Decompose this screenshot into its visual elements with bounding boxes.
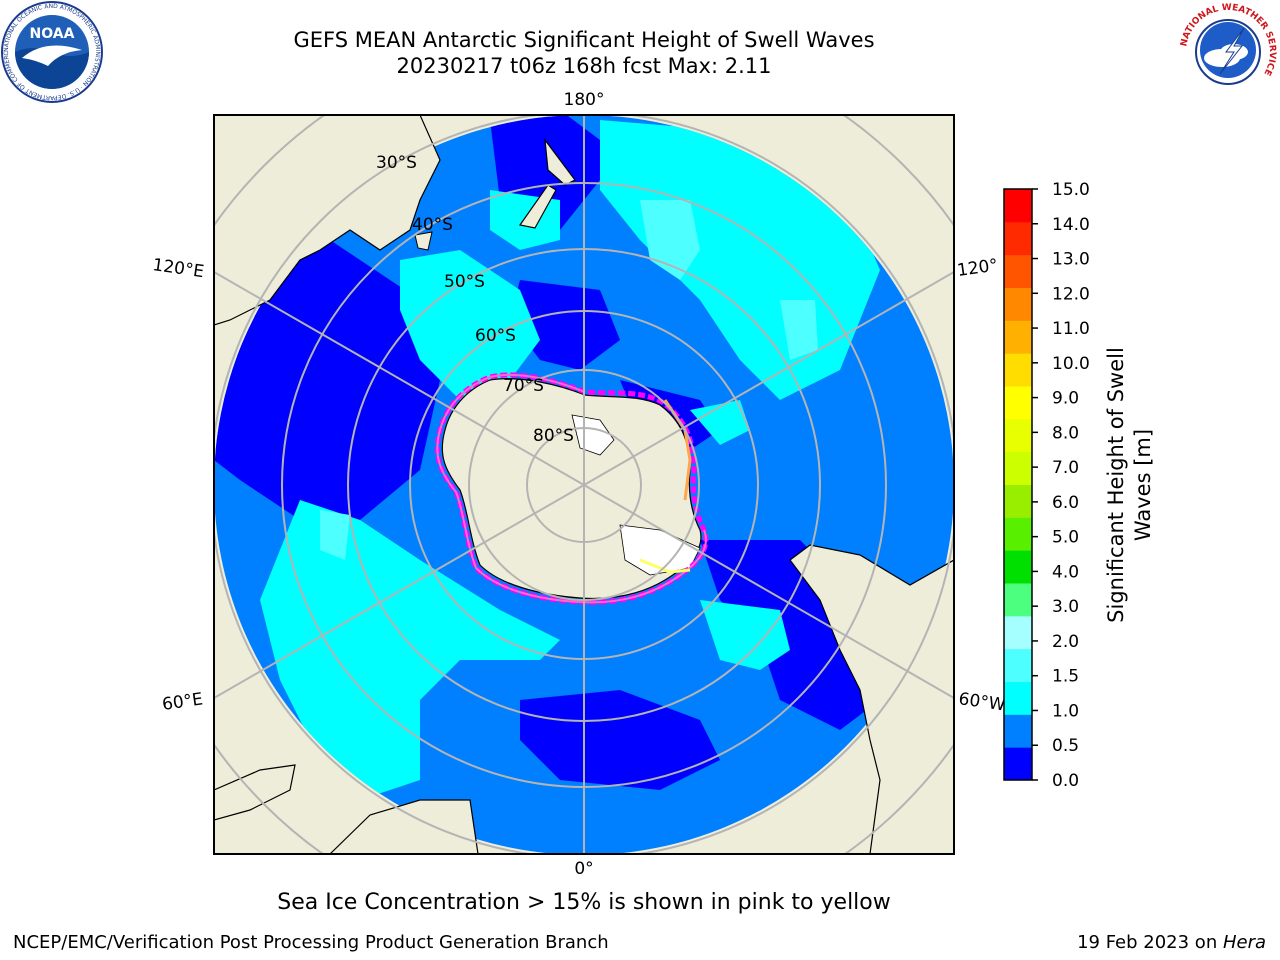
colorbar-swatch [1004,648,1032,682]
swell-low-region [510,280,620,370]
colorbar-swatch [1004,221,1032,256]
sea-ice-edge [436,373,707,604]
lat-label-60: 60°S [475,326,516,346]
colorbar-tick-label: 1.5 [1052,667,1079,687]
colorbar-swatch [1004,353,1032,387]
tasmania-landmass [414,231,433,251]
map-frame [213,114,955,855]
colorbar-tick-label: 9.0 [1052,389,1079,409]
footer-date: 19 Feb 2023 on Hera [1077,932,1266,953]
ice-shelf [571,414,615,456]
colorbar-frame [1003,188,1033,781]
colorbar-tick-label: 3.0 [1052,597,1079,617]
lon-label-120w: 120° [956,255,999,281]
swell-high-region [320,510,350,560]
colorbar-tick-label: 12.0 [1052,284,1090,304]
colorbar-tick-label: 8.0 [1052,423,1079,443]
africa-landmass [329,799,479,854]
swell-high-region [780,300,818,360]
colorbar-tick-label: 14.0 [1052,215,1090,235]
colorbar-tick-label: 6.0 [1052,493,1079,513]
colorbar-swatch [1004,681,1032,715]
nws-logo-icon: NATIONAL WEATHER SERVICE [1176,0,1280,104]
swell-low-region [520,690,720,790]
sea-ice-edge [639,558,691,574]
colorbar-tick-label: 5.0 [1052,528,1079,548]
lat-label-50: 50°S [444,272,485,292]
colorbar-swatch [1004,583,1032,617]
footer-producer: NCEP/EMC/Verification Post Processing Pr… [13,932,609,953]
colorbar-label-line1: Significant Height of Swell [1104,347,1128,623]
map-subtitle: 20230217 t06z 168h fcst Max: 2.11 [396,54,772,78]
footer-date-text: 19 Feb 2023 on [1077,932,1223,953]
lon-label-60w: 60°W [957,689,1006,715]
lat-label-30: 30°S [376,153,417,173]
colorbar-tick-label: 15.0 [1052,180,1090,200]
colorbar-tick-label: 1.0 [1052,701,1079,721]
new-zealand-landmass [518,184,557,229]
noaa-logo-text: NOAA [30,26,75,42]
colorbar: 0.0 0.5 1.0 1.5 2.0 3.0 4.0 5.0 6.0 7.0 8.0 9.0 10.0… [1003,180,1090,791]
colorbar-tick-label: 0.5 [1052,736,1079,756]
lon-label-60e: 60°E [161,689,204,714]
colorbar-tick-label: 13.0 [1052,250,1090,270]
colorbar-swatch [1004,254,1032,288]
colorbar-swatch [1004,418,1032,453]
footer-host: Hera [1222,932,1266,953]
colorbar-tick-label: 0.0 [1052,771,1079,791]
lat-label-40: 40°S [412,215,453,235]
colorbar-tick-label: 7.0 [1052,458,1079,478]
madagascar-landmass [214,764,296,821]
australia-landmass [214,115,441,326]
colorbar-tick-label: 11.0 [1052,319,1090,339]
colorbar-swatch [1004,189,1032,223]
colorbar-swatch [1004,451,1032,485]
colorbar-swatch [1004,484,1032,518]
colorbar-tick-label: 4.0 [1052,562,1079,582]
colorbar-tick-label: 10.0 [1052,354,1090,374]
colorbar-tick-label: 2.0 [1052,632,1079,652]
swell-mid-region [400,250,540,400]
lon-label-0: 0° [574,859,593,879]
lat-label-80: 80°S [533,426,574,446]
longitude-grid [214,115,954,854]
colorbar-swatch [1004,615,1032,650]
lat-label-70: 70°S [503,376,544,396]
map-title: GEFS MEAN Antarctic Significant Height o… [293,28,875,52]
sea-ice-caption: Sea Ice Concentration > 15% is shown in … [277,890,891,915]
swell-mid-region [700,600,790,670]
colorbar-swatch [1004,517,1032,551]
south-america-landmass [789,544,954,854]
lon-label-120e: 120°E [151,255,205,282]
swell-mid-region [690,400,750,445]
colorbar-swatch [1004,550,1032,584]
noaa-logo-icon: NATIONAL OCEANIC AND ATMOSPHERIC ADMINIS… [0,0,104,104]
swell-mid-region [260,500,560,800]
colorbar-swatch [1004,287,1032,321]
swell-low-region [230,330,340,470]
colorbar-swatch [1004,320,1032,354]
colorbar-swatch [1004,714,1032,748]
colorbar-label-line2: Waves [m] [1131,429,1155,541]
colorbar-swatch [1004,747,1032,781]
colorbar-swatch [1004,386,1032,420]
lon-label-180: 180° [564,90,605,110]
